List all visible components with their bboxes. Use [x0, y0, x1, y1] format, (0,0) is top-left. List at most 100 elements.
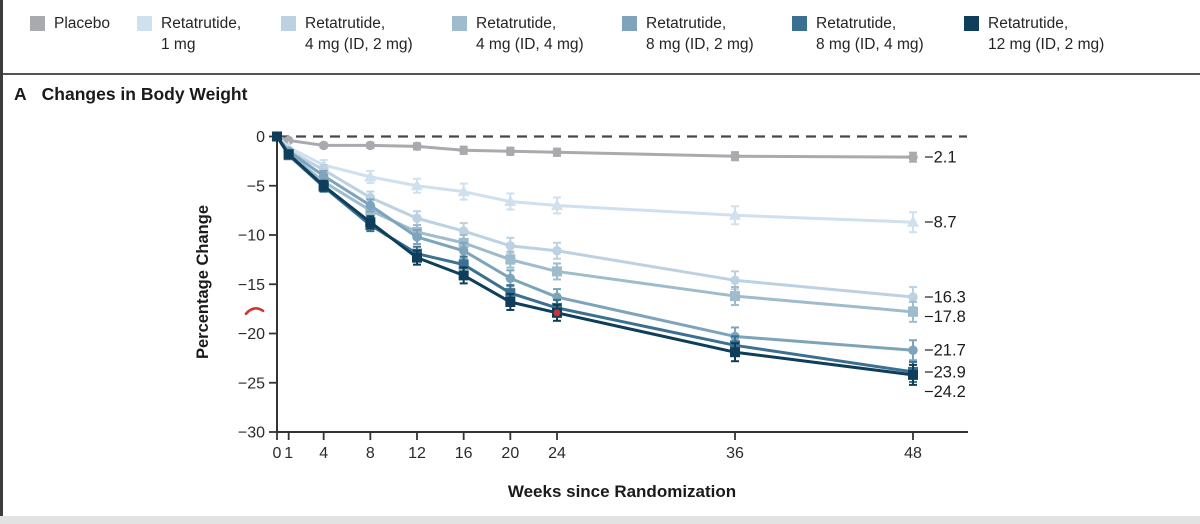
data-point — [505, 241, 516, 251]
data-point — [365, 140, 376, 151]
y-tick-label: −25 — [238, 375, 265, 392]
series-line — [275, 135, 914, 377]
data-point — [552, 266, 563, 277]
data-point — [552, 147, 562, 157]
series-line — [275, 135, 914, 299]
data-point — [504, 195, 517, 207]
series-retatrutide-12-mg-id-2-mg- — [272, 131, 918, 386]
series-end-value-label: −24.2 — [924, 383, 966, 401]
legend-label: Retatrutide, — [988, 15, 1069, 32]
data-point — [458, 246, 469, 256]
data-point — [505, 146, 516, 156]
legend-swatch-reta-12mg-id2 — [964, 16, 979, 31]
series-end-value-label: −21.7 — [924, 342, 966, 360]
data-point — [551, 198, 564, 210]
series-end-value-label: −23.9 — [924, 363, 966, 381]
y-tick-label: −20 — [238, 326, 265, 343]
data-point — [729, 291, 740, 302]
legend-label: Retatrutide, — [816, 15, 897, 32]
data-point — [283, 149, 294, 160]
data-point — [458, 145, 469, 155]
data-point — [318, 140, 329, 151]
legend-swatch-placebo — [30, 16, 45, 31]
data-point — [412, 213, 422, 223]
panel-title: A Changes in Body Weight — [14, 84, 247, 105]
series-end-value-label: −8.7 — [924, 214, 957, 232]
legend-swatch-reta-8mg-id2 — [622, 16, 637, 31]
window-left-border — [0, 0, 3, 524]
data-point — [908, 292, 918, 302]
x-axis-title: Weeks since Randomization — [508, 482, 736, 501]
x-tick-label: 16 — [455, 445, 473, 462]
data-point — [457, 185, 470, 197]
y-tick-label: −10 — [238, 228, 265, 245]
data-point — [412, 141, 422, 152]
legend-item-reta-8mg-id2: Retatrutide, 8 mg (ID, 2 mg) — [622, 13, 754, 55]
x-tick-label: 1 — [284, 445, 293, 462]
legend-label: Retatrutide, — [476, 15, 557, 32]
x-tick-label: 36 — [726, 445, 744, 462]
y-tick-label: −30 — [238, 425, 265, 442]
x-tick-label: 4 — [319, 445, 328, 462]
series-line — [275, 135, 914, 314]
data-point — [906, 215, 919, 227]
data-point — [412, 232, 422, 242]
data-point — [505, 273, 516, 284]
legend-label: Placebo — [54, 15, 111, 32]
data-point — [505, 296, 516, 307]
data-point — [365, 217, 376, 228]
legend-label: Retatrutide, — [646, 15, 727, 32]
legend-item-reta-4mg-id4: Retatrutide, 4 mg (ID, 4 mg) — [452, 13, 584, 55]
legend-item-reta-1mg: Retatrutide, 1 mg — [137, 13, 241, 55]
data-point — [907, 306, 918, 317]
legend-item-placebo: Placebo — [30, 13, 110, 34]
legend-swatch-reta-8mg-id4 — [792, 16, 807, 31]
data-point — [272, 131, 282, 142]
data-point — [908, 345, 918, 355]
legend-swatch-reta-4mg-id2 — [281, 16, 296, 31]
legend-swatch-reta-4mg-id4 — [452, 16, 467, 31]
data-point — [505, 254, 516, 265]
legend-swatch-reta-1mg — [137, 16, 152, 31]
y-tick-label: 0 — [256, 129, 265, 146]
legend-label: Retatrutide, — [161, 15, 242, 32]
series-end-value-label: −2.1 — [924, 149, 957, 167]
legend-item-reta-4mg-id2: Retatrutide, 4 mg (ID, 2 mg) — [281, 13, 413, 55]
series-placebo — [272, 131, 918, 163]
legend-label: Retatrutide, — [305, 15, 386, 32]
red-highlight-point — [553, 309, 561, 317]
legend-divider — [0, 73, 1200, 75]
series-end-value-label: −16.3 — [924, 289, 966, 307]
data-point — [730, 151, 740, 161]
series-line — [275, 135, 914, 224]
x-tick-label: 48 — [904, 445, 922, 462]
data-point — [458, 226, 469, 236]
data-point — [283, 135, 294, 146]
data-point — [364, 170, 377, 182]
x-tick-label: 0 — [273, 445, 282, 462]
legend-item-reta-8mg-id4: Retatrutide, 8 mg (ID, 4 mg) — [792, 13, 924, 55]
data-point — [730, 275, 740, 286]
data-point — [908, 152, 918, 162]
x-tick-label: 12 — [408, 445, 426, 462]
y-tick-label: −5 — [247, 178, 265, 195]
x-tick-label: 24 — [548, 445, 566, 462]
window-bottom-strip — [0, 516, 1200, 524]
data-point — [318, 180, 329, 191]
red-axis-mark — [244, 307, 265, 316]
data-point — [458, 270, 469, 281]
series-line — [276, 135, 914, 159]
panel-letter: A — [14, 84, 27, 104]
data-point — [907, 369, 918, 380]
data-point — [411, 179, 424, 191]
data-point — [365, 200, 376, 211]
data-point — [412, 252, 423, 263]
series-end-value-label: −17.8 — [924, 308, 966, 326]
data-point — [552, 246, 562, 256]
series-line — [275, 135, 914, 352]
legend-item-reta-12mg-id2: Retatrutide, 12 mg (ID, 2 mg) — [964, 13, 1104, 55]
data-point — [729, 347, 740, 358]
data-point — [318, 171, 329, 181]
